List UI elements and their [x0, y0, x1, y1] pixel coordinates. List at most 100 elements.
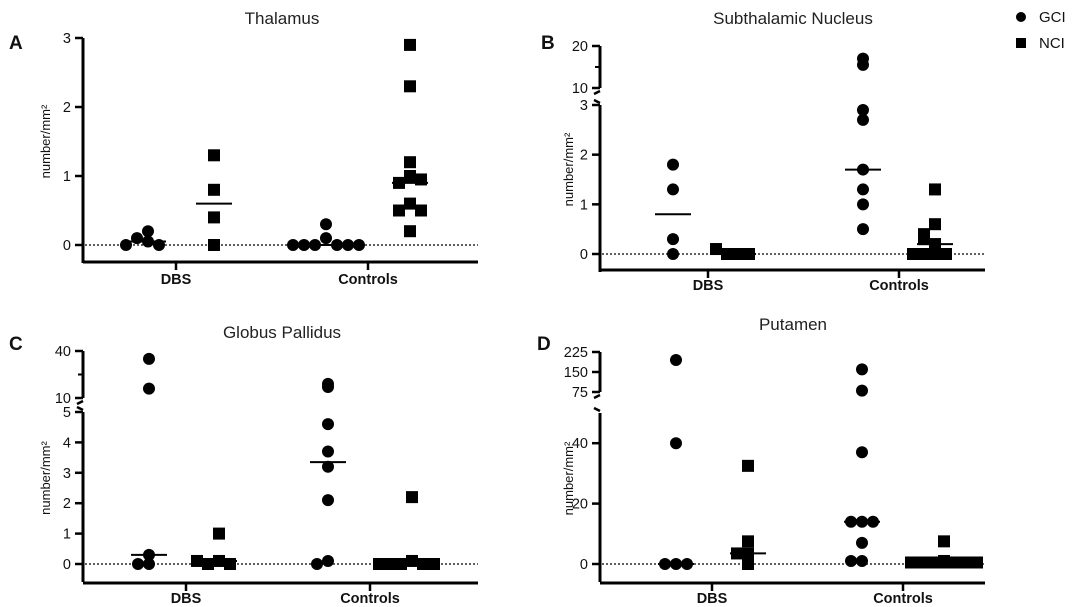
y-tick-label: 225: [564, 345, 588, 361]
x-tick-label-dbs: DBS: [693, 278, 724, 294]
axis-break: [76, 399, 84, 406]
data-point-gci: [670, 354, 682, 366]
y-tick-label: 2: [63, 100, 71, 116]
legend-gci-label: GCI: [1039, 9, 1066, 26]
data-point-nci: [710, 243, 722, 256]
y-tick-label: 0: [63, 238, 71, 254]
y-axis-label: number/mm²: [561, 132, 576, 206]
y-tick-label: 3: [63, 466, 71, 482]
data-point-gci: [298, 239, 310, 251]
data-point-nci: [938, 535, 950, 548]
x-tick-label-dbs: DBS: [171, 591, 202, 607]
legend: GCI NCI: [1016, 9, 1066, 52]
data-point-gci: [667, 183, 679, 196]
data-point-nci: [202, 558, 214, 570]
data-point-gci: [845, 554, 857, 567]
y-tick-label: 20: [572, 497, 588, 513]
data-point-gci: [311, 558, 323, 570]
data-point-gci: [287, 239, 299, 251]
data-point-nci: [404, 225, 416, 238]
data-point-gci: [322, 494, 334, 507]
x-tick-label-dbs: DBS: [161, 272, 192, 288]
legend-nci-label: NCI: [1039, 35, 1065, 52]
data-point-nci: [208, 149, 220, 162]
data-point-nci: [428, 558, 440, 570]
data-point-gci: [857, 183, 869, 196]
panel-label: D: [537, 334, 551, 355]
data-point-nci: [918, 248, 930, 260]
y-tick-label: 1: [63, 527, 71, 543]
data-point-nci: [406, 554, 418, 567]
y-tick-label: 1: [580, 197, 588, 213]
y-tick-label: 0: [580, 247, 588, 263]
panel-d: D Putamen number/mm² 0 20 40 75 150 225 DBS Contro…: [537, 315, 985, 607]
chart-title: Putamen: [759, 315, 827, 334]
legend-gci-marker: [1016, 12, 1026, 22]
data-point-gci: [322, 554, 334, 567]
y-tick-label: 4: [63, 435, 71, 451]
data-point-nci: [742, 535, 754, 548]
data-point-gci: [857, 113, 869, 126]
y-tick-label: 5: [63, 405, 71, 421]
data-point-gci: [856, 536, 868, 549]
data-point-nci: [960, 556, 972, 569]
y-tick-label: 40: [572, 436, 588, 452]
y-tick-label: 2: [63, 496, 71, 512]
data-point-gci: [322, 460, 334, 473]
data-point-gci: [142, 225, 154, 238]
data-point-gci: [320, 232, 332, 245]
data-point-nci: [406, 491, 418, 504]
data-point-nci: [415, 204, 427, 217]
y-tick-label: 10: [572, 81, 588, 97]
data-point-nci: [191, 554, 203, 567]
data-point-gci: [120, 239, 132, 251]
data-point-gci: [353, 239, 365, 251]
data-point-gci: [670, 437, 682, 450]
data-point-nci: [373, 558, 385, 570]
axis-break: [593, 98, 601, 105]
data-point-gci: [857, 103, 869, 116]
data-point-gci: [320, 218, 332, 231]
data-point-gci: [857, 223, 869, 236]
data-point-nci: [404, 197, 416, 210]
data-point-gci: [342, 239, 354, 251]
x-tick-label-controls: Controls: [869, 278, 929, 294]
data-point-gci: [856, 384, 868, 397]
y-tick-label: 3: [63, 31, 71, 47]
panel-c: C Globus Pallidus number/mm² 0 1 2 3 4 510 40 DBS C…: [9, 323, 478, 607]
y-axis-label: number/mm²: [38, 440, 53, 514]
data-point-gci: [667, 158, 679, 171]
data-point-gci: [856, 363, 868, 376]
data-point-gci: [322, 381, 334, 394]
y-tick-label: 40: [55, 344, 71, 360]
data-point-nci: [971, 556, 983, 569]
x-tick-label-controls: Controls: [340, 591, 400, 607]
y-axis-label: number/mm²: [38, 104, 53, 178]
y-tick-label: 150: [564, 365, 588, 381]
y-tick-label: 10: [55, 391, 71, 407]
x-tick-label-controls: Controls: [873, 591, 933, 607]
x-tick-label-controls: Controls: [338, 272, 398, 288]
data-point-nci: [929, 183, 941, 196]
y-tick-label: 1: [63, 169, 71, 185]
data-point-nci: [404, 170, 416, 182]
data-point-nci: [940, 248, 952, 260]
data-point-gci: [667, 248, 679, 260]
y-tick-label: 75: [572, 385, 588, 401]
data-point-nci: [213, 527, 225, 540]
data-point-nci: [916, 556, 928, 569]
data-point-gci: [143, 382, 155, 395]
data-point-gci: [667, 233, 679, 246]
data-point-nci: [742, 558, 754, 570]
panel-label: A: [9, 33, 23, 54]
chart-title: Thalamus: [245, 9, 320, 28]
y-tick-label: 0: [580, 557, 588, 573]
data-point-nci: [404, 156, 416, 169]
axis-break: [593, 406, 601, 413]
x-tick-label-dbs: DBS: [697, 591, 728, 607]
data-point-nci: [224, 558, 236, 570]
panel-label: C: [9, 334, 23, 355]
data-point-nci: [905, 556, 917, 569]
data-point-nci: [404, 38, 416, 51]
